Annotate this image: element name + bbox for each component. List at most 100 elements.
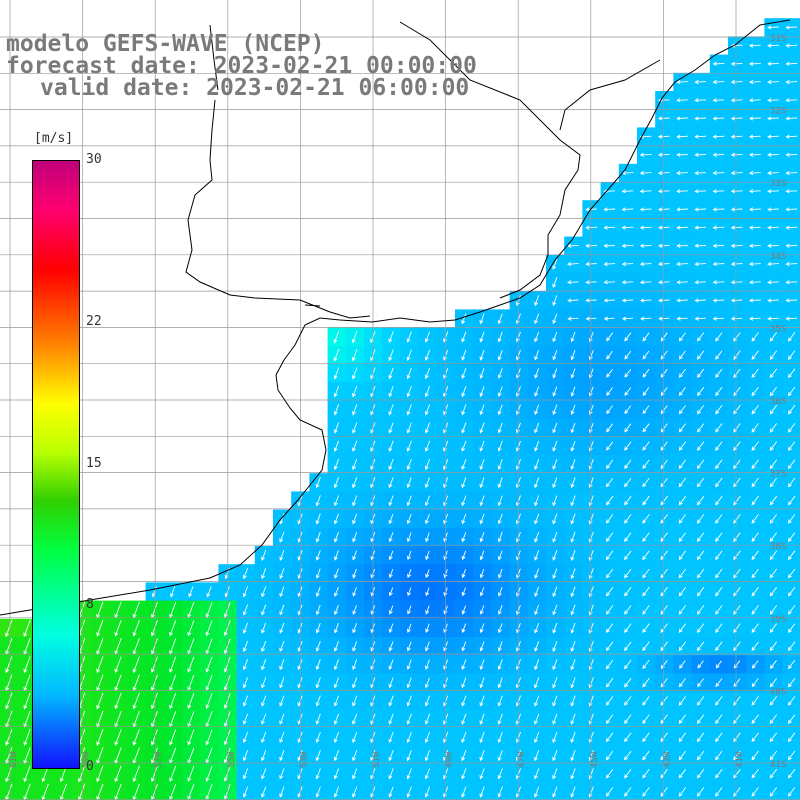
wind-arrow — [678, 641, 687, 652]
wind-arrow — [334, 604, 339, 616]
wind-arrow — [242, 750, 249, 762]
wind-arrow — [333, 477, 340, 489]
wind-arrow — [479, 641, 485, 652]
wind-arrow — [676, 134, 688, 139]
wind-arrow — [751, 787, 759, 797]
wind-arrow — [694, 152, 707, 157]
wind-arrow — [588, 459, 594, 470]
wind-arrow — [534, 731, 540, 744]
wind-arrow — [624, 477, 632, 488]
wind-arrow — [712, 261, 725, 267]
colorbar-tick-label: 15 — [86, 455, 102, 471]
wind-arrow — [479, 550, 485, 561]
wind-arrow — [534, 786, 540, 798]
wind-arrow — [552, 604, 558, 616]
wind-arrow — [588, 731, 594, 744]
wind-arrow — [785, 243, 798, 248]
wind-arrow — [479, 659, 485, 670]
wind-arrow — [605, 659, 614, 670]
wind-arrow — [642, 495, 650, 506]
wind-arrow — [315, 586, 321, 598]
wind-arrow — [315, 750, 321, 762]
wind-arrow — [479, 532, 485, 543]
wind-arrow — [570, 640, 576, 652]
wind-arrow — [639, 152, 652, 157]
wind-arrow — [351, 385, 358, 398]
wind-arrow — [570, 659, 576, 671]
wind-arrow — [588, 531, 594, 543]
wind-arrow — [606, 332, 614, 342]
wind-arrow — [715, 550, 723, 561]
wind-arrow — [570, 513, 576, 525]
wind-arrow — [552, 768, 558, 780]
wind-arrow — [132, 619, 140, 637]
wind-arrow — [279, 768, 285, 780]
wind-arrow — [712, 280, 725, 285]
wind-arrow — [497, 477, 503, 489]
wind-arrow — [333, 458, 340, 471]
wind-arrow — [206, 586, 212, 598]
latitude-label: 34S — [770, 252, 786, 262]
wind-arrow — [352, 550, 358, 561]
wind-arrow — [588, 440, 594, 452]
wind-arrow — [696, 477, 705, 488]
wind-arrow — [769, 768, 778, 779]
wind-arrow — [678, 623, 687, 633]
wind-arrow — [748, 79, 761, 85]
wind-arrow — [696, 641, 705, 652]
wind-arrow — [479, 677, 485, 689]
wind-arrow — [767, 134, 779, 139]
wind-arrow — [351, 367, 358, 380]
wind-arrow — [334, 568, 339, 579]
wind-arrow — [767, 116, 779, 121]
wind-arrow — [388, 605, 394, 615]
wind-arrow — [461, 569, 467, 579]
wind-arrow — [352, 786, 358, 798]
wind-arrow — [696, 459, 705, 470]
wind-arrow — [678, 332, 686, 342]
wind-arrow — [516, 605, 521, 616]
wind-arrow — [534, 386, 540, 397]
wind-arrow — [424, 422, 431, 434]
wind-arrow — [406, 550, 412, 561]
wind-arrow — [479, 313, 485, 325]
wind-arrow — [534, 440, 540, 452]
wind-arrow — [461, 786, 467, 798]
wind-arrow — [279, 568, 285, 580]
wind-arrow — [588, 640, 594, 653]
borderline — [185, 21, 661, 319]
wind-arrow — [5, 692, 13, 710]
wind-arrow — [534, 477, 540, 489]
wind-arrow — [767, 98, 779, 103]
wind-arrow — [787, 605, 796, 615]
wind-arrow — [552, 750, 558, 762]
wind-arrow — [479, 786, 485, 798]
wind-arrow — [552, 276, 558, 288]
wind-arrow — [334, 586, 339, 597]
wind-arrow — [515, 531, 521, 543]
wind-arrow — [461, 731, 467, 744]
wind-arrow — [697, 332, 705, 342]
wind-arrow — [657, 170, 670, 176]
wind-arrow — [588, 386, 594, 397]
wind-arrow — [461, 349, 467, 361]
wind-arrow — [479, 750, 485, 762]
wind-arrow — [624, 532, 632, 542]
wind-arrow — [694, 189, 707, 194]
wind-arrow — [588, 495, 594, 507]
wind-arrow — [570, 622, 576, 634]
wind-arrow — [697, 678, 705, 688]
wind-arrow — [676, 152, 688, 157]
wind-arrow — [621, 243, 634, 248]
wind-arrow — [425, 641, 430, 652]
wind-arrow — [769, 641, 778, 652]
wind-arrow — [715, 495, 723, 506]
wind-arrow — [751, 678, 759, 688]
wind-arrow — [787, 495, 796, 506]
wind-arrow — [624, 459, 632, 470]
wind-arrow — [534, 495, 540, 507]
wind-arrow — [406, 458, 412, 471]
wind-arrow — [461, 623, 467, 634]
wind-arrow — [642, 787, 650, 797]
